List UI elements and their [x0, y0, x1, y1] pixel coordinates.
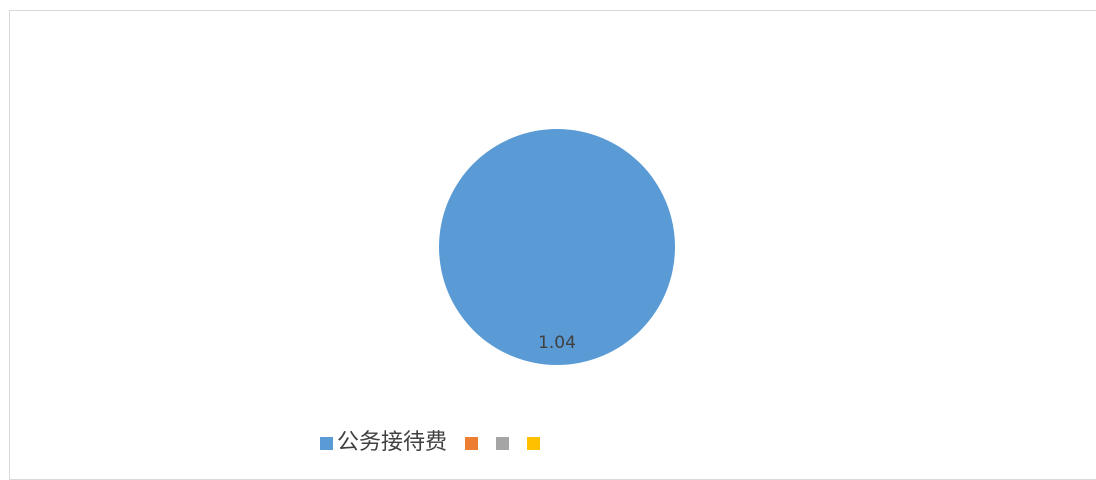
legend-item — [465, 436, 479, 450]
legend-item — [527, 436, 541, 450]
legend-item: 公务接待费 — [320, 432, 447, 454]
legend-swatch — [465, 436, 479, 450]
legend-item — [496, 436, 510, 450]
legend-swatch — [496, 436, 510, 450]
legend-swatch — [320, 436, 333, 450]
pie-slice — [439, 129, 675, 365]
data-label: 1.04 — [538, 333, 576, 353]
legend-swatch — [527, 436, 541, 450]
legend-label: 公务接待费 — [337, 430, 448, 455]
chart-legend: 公务接待费 — [320, 428, 552, 458]
pie-chart: 1.04 — [439, 129, 675, 365]
